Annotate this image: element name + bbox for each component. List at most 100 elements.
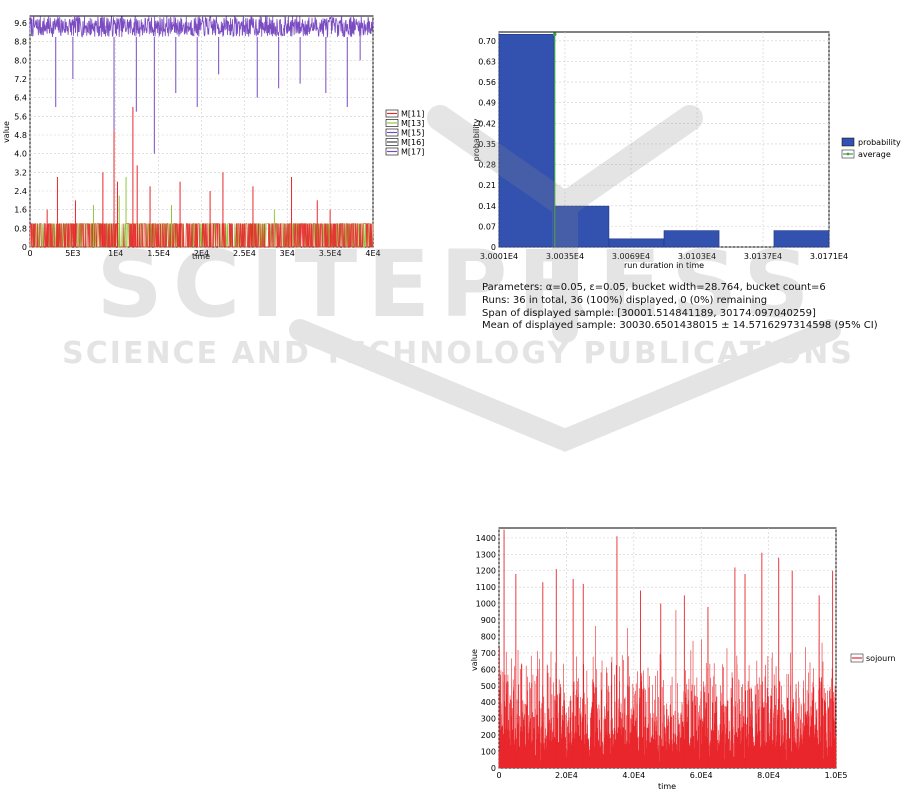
chart-3-y-tick-label: 900 xyxy=(481,616,496,625)
chart-2-y-tick-label: 0.56 xyxy=(478,78,496,87)
chart-2-y-tick-label: 0.42 xyxy=(478,119,496,128)
statistics-block: Parameters: α=0.05, ε=0.05, bucket width… xyxy=(482,282,878,333)
chart-1-y-tick-label: 6.4 xyxy=(14,94,27,103)
chart-1-y-tick-label: 7.2 xyxy=(14,75,27,84)
chart-2-y-tick-label: 0.35 xyxy=(478,140,496,149)
chart-1-x-tick-label: 2E4 xyxy=(194,249,209,258)
chart-3-legend-label: sojourn xyxy=(866,654,895,663)
chart-2-y-tick-label: 0.07 xyxy=(478,222,496,231)
chart-2-average-point xyxy=(552,32,557,37)
stats-mean: Mean of displayed sample: 30030.65014380… xyxy=(482,320,878,332)
chart-3-legend: sojourn xyxy=(850,653,895,663)
watermark-subtitle: SCIENCE AND TECHNOLOGY PUBLICATIONS xyxy=(62,336,854,371)
chart-3-series-sojourn-line xyxy=(498,610,837,768)
chart-3-y-tick-label: 100 xyxy=(481,748,496,757)
chart-1-legend-label: M[15] xyxy=(401,129,424,138)
chart-3-y-tick-label: 700 xyxy=(481,649,496,658)
chart-3-y-tick-label: 0 xyxy=(491,764,496,773)
chart-3-x-tick-label: 1.0E5 xyxy=(825,771,848,780)
chart-3-y-axis-label: value xyxy=(470,649,479,671)
chart-1-legend-label: M[16] xyxy=(401,138,424,147)
chart-3-y-tick-label: 500 xyxy=(481,682,496,691)
chart-1-x-tick-label: 4E4 xyxy=(365,249,380,258)
chart-2-y-tick-label: 0 xyxy=(491,243,496,252)
chart-3-y-tick-label: 300 xyxy=(481,715,496,724)
chart-3-x-tick-label: 8.0E4 xyxy=(757,771,780,780)
watermark: SCITEPRESS SCIENCE AND TECHNOLOGY PUBLIC… xyxy=(62,105,854,452)
chart-1-x-tick-label: 3E4 xyxy=(280,249,295,258)
chart-2-legend-label-probability: probability xyxy=(858,138,901,147)
chart-1-legend-label: M[13] xyxy=(401,119,424,128)
chart-1-x-tick-label: 5E3 xyxy=(65,249,80,258)
chart-2-y-axis-label: probability xyxy=(472,118,481,161)
chart-2-x-tick-label: 3.0035E4 xyxy=(546,252,584,261)
watermark-title: SCITEPRESS xyxy=(96,231,819,338)
watermark-swoosh-icon xyxy=(289,319,841,452)
chart-2-y-tick-label: 0.70 xyxy=(478,37,496,46)
chart-1-x-tick-label: 0 xyxy=(27,249,32,258)
chart-2-x-tick-label: 3.0001E4 xyxy=(480,252,518,261)
chart-3-y-tick-label: 1200 xyxy=(476,567,496,576)
stats-parameters: Parameters: α=0.05, ε=0.05, bucket width… xyxy=(482,282,826,293)
chart-2-bar xyxy=(498,33,555,248)
chart-1-x-tick-label: 2.5E4 xyxy=(233,249,256,258)
chart-2-legend: probability average xyxy=(841,137,901,159)
chart-1: 0 0.8 1.6 2.4 3.2 4.0 4.8 5.6 6.4 7.2 8.0 8.8 9.6 0 5… xyxy=(2,15,424,261)
chart-2-x-tick-label: 3.0171E4 xyxy=(810,252,848,261)
chart-3-x-axis-label: time xyxy=(658,782,676,791)
chart-2-legend-swatch-probability xyxy=(841,137,855,147)
chart-1-y-tick-label: 4.8 xyxy=(14,131,27,140)
chart-2: 0 0.07 0.14 0.21 0.28 0.35 0.42 0.49 0.56 0.63 0.7… xyxy=(472,31,901,270)
chart-2-legend-label-average: average xyxy=(858,150,891,159)
chart-1-x-tick-label: 1.5E4 xyxy=(147,249,170,258)
chart-1-x-tick-label: 1E4 xyxy=(108,249,123,258)
chart-2-bar xyxy=(663,230,720,248)
chart-1-legend: M[11]M[13]M[15]M[16]M[17] xyxy=(385,110,424,157)
chart-1-x-tick-label: 3.5E4 xyxy=(319,249,342,258)
stats-span: Span of displayed sample: [30001.5148411… xyxy=(482,307,816,319)
chart-1-y-tick-label: 4.0 xyxy=(14,150,27,159)
stats-runs: Runs: 36 in total, 36 (100%) displayed, … xyxy=(482,294,768,306)
chart-3-y-tick-label: 600 xyxy=(481,665,496,674)
chart-3-x-tick-label: 2.0E4 xyxy=(555,771,578,780)
chart-3-x-tick-label: 0 xyxy=(496,771,501,780)
chart-1-y-tick-label: 9.6 xyxy=(14,19,27,28)
chart-2-x-axis-label: run duration in time xyxy=(624,261,704,270)
chart-1-y-tick-label: 0.8 xyxy=(14,224,27,233)
chart-3-y-tick-label: 1400 xyxy=(476,534,496,543)
chart-2-y-tick-label: 0.49 xyxy=(478,99,496,108)
chart-1-legend-label: M[17] xyxy=(401,148,424,157)
chart-2-x-tick-label: 3.0069E4 xyxy=(612,252,650,261)
chart-3-y-tick-label: 800 xyxy=(481,632,496,641)
chart-2-x-tick-label: 3.0103E4 xyxy=(678,252,716,261)
chart-2-bar xyxy=(773,230,830,248)
chart-1-x-axis-label: time xyxy=(192,252,210,261)
chart-1-y-tick-label: 8.8 xyxy=(14,38,27,47)
chart-1-y-tick-label: 0 xyxy=(22,243,27,252)
chart-2-legend-marker-average xyxy=(846,152,850,156)
chart-2-y-tick-label: 0.63 xyxy=(478,57,496,66)
watermark-logo-icon xyxy=(427,105,703,343)
chart-2-y-tick-label: 0.28 xyxy=(478,161,496,170)
chart-3-x-tick-label: 4.0E4 xyxy=(622,771,645,780)
chart-2-x-tick-label: 3.0137E4 xyxy=(744,252,782,261)
chart-3-x-tick-label: 6.0E4 xyxy=(690,771,713,780)
chart-1-y-axis-label: value xyxy=(2,121,11,143)
chart-2-y-tick-label: 0.14 xyxy=(478,202,496,211)
chart-2-y-tick-label: 0.21 xyxy=(478,181,496,190)
chart-3-y-tick-label: 400 xyxy=(481,698,496,707)
chart-1-legend-label: M[11] xyxy=(401,110,424,119)
chart-3-y-tick-label: 1300 xyxy=(476,550,496,559)
chart-3-y-tick-label: 1000 xyxy=(476,600,496,609)
chart-1-y-tick-label: 8.0 xyxy=(14,56,27,65)
chart-2-bar xyxy=(553,205,610,248)
chart-3: 0 100 200 300 400 500 600 700 800 900 1000 1100 1200… xyxy=(470,527,895,791)
chart-1-y-tick-label: 1.6 xyxy=(14,206,27,215)
chart-1-y-tick-label: 5.6 xyxy=(14,112,27,121)
chart-1-series-m11-line xyxy=(29,223,374,248)
chart-3-y-tick-label: 1100 xyxy=(476,583,496,592)
chart-3-y-tick-label: 200 xyxy=(481,731,496,740)
chart-1-y-tick-label: 2.4 xyxy=(14,187,27,196)
chart-1-series-m15-line xyxy=(29,15,374,39)
